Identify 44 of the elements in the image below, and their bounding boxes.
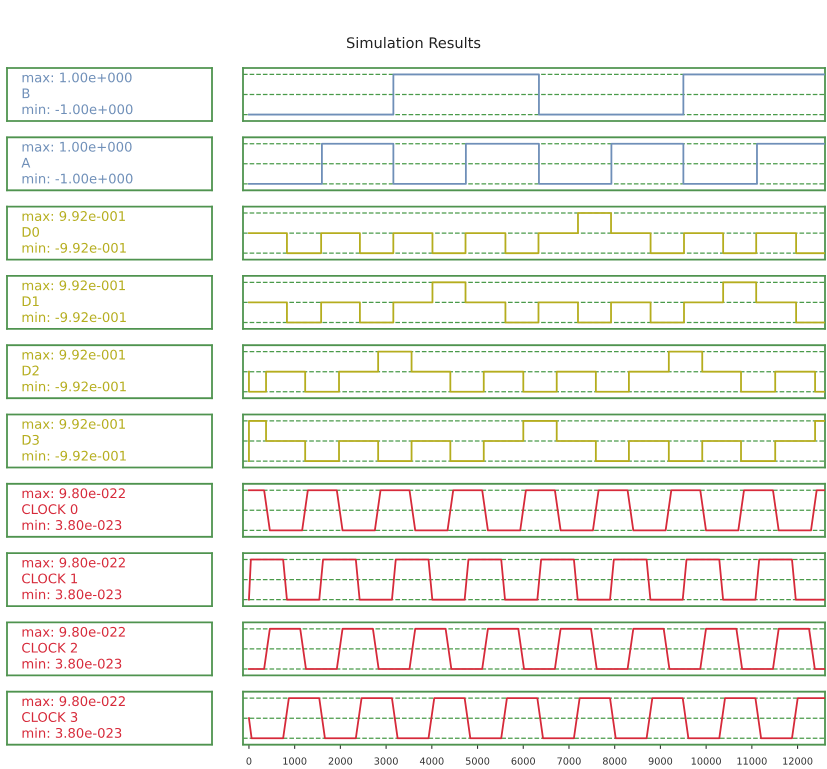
text: D1 [22,296,39,306]
text: max: 9.80e-022 [22,626,125,637]
text: min: -9.92e-001 [22,450,126,461]
text: max: 9.92e-001 [22,350,125,360]
text: D0 [22,226,40,237]
text: CLOCK 0 [22,504,78,514]
text: min: -9.92e-001 [22,312,126,322]
text: D2 [22,366,39,376]
x-tick-label: 3000 [374,757,398,765]
x-tick-label: 8000 [602,757,626,765]
text: CLOCK 3 [22,712,78,722]
x-tick-label: 10000 [692,757,721,765]
x-tick-label: 4000 [420,757,444,765]
x-tick-label: 11000 [737,757,767,765]
text: min: 3.80e-023 [22,658,122,669]
chart-title: Simulation Results [346,36,480,48]
x-tick-label: 6000 [512,757,535,765]
x-tick-label: 7000 [557,757,581,765]
x-tick-label: 9000 [648,757,672,765]
text: CLOCK 1 [22,573,78,584]
text: max: 9.80e-022 [22,488,125,498]
text: max: 9.80e-022 [22,558,125,568]
text: min: -9.92e-001 [22,242,126,253]
text: B [22,88,30,98]
text: min: -1.00e+000 [22,173,132,184]
x-tick-label: 1000 [283,757,306,765]
text: max: 1.00e+000 [22,142,132,152]
text: max: 9.92e-001 [22,211,125,222]
text: CLOCK 2 [22,642,77,653]
text: min: 3.80e-023 [22,520,122,530]
text: min: -9.92e-001 [22,381,126,392]
x-tick-label: 5000 [466,757,490,765]
text: min: 3.80e-023 [22,728,122,738]
text: D3 [22,434,39,445]
text: max: 1.00e+000 [22,72,132,82]
text: min: 3.80e-023 [22,589,122,600]
text: A [21,158,30,168]
x-tick-label: 0 [246,757,252,765]
text: max: 9.80e-022 [22,696,125,706]
x-tick-label: 2000 [328,757,352,765]
text: max: 9.92e-001 [22,280,125,290]
text: max: 9.92e-001 [22,418,125,429]
text: min: -1.00e+000 [22,104,132,114]
x-tick-label: 12000 [783,757,812,765]
